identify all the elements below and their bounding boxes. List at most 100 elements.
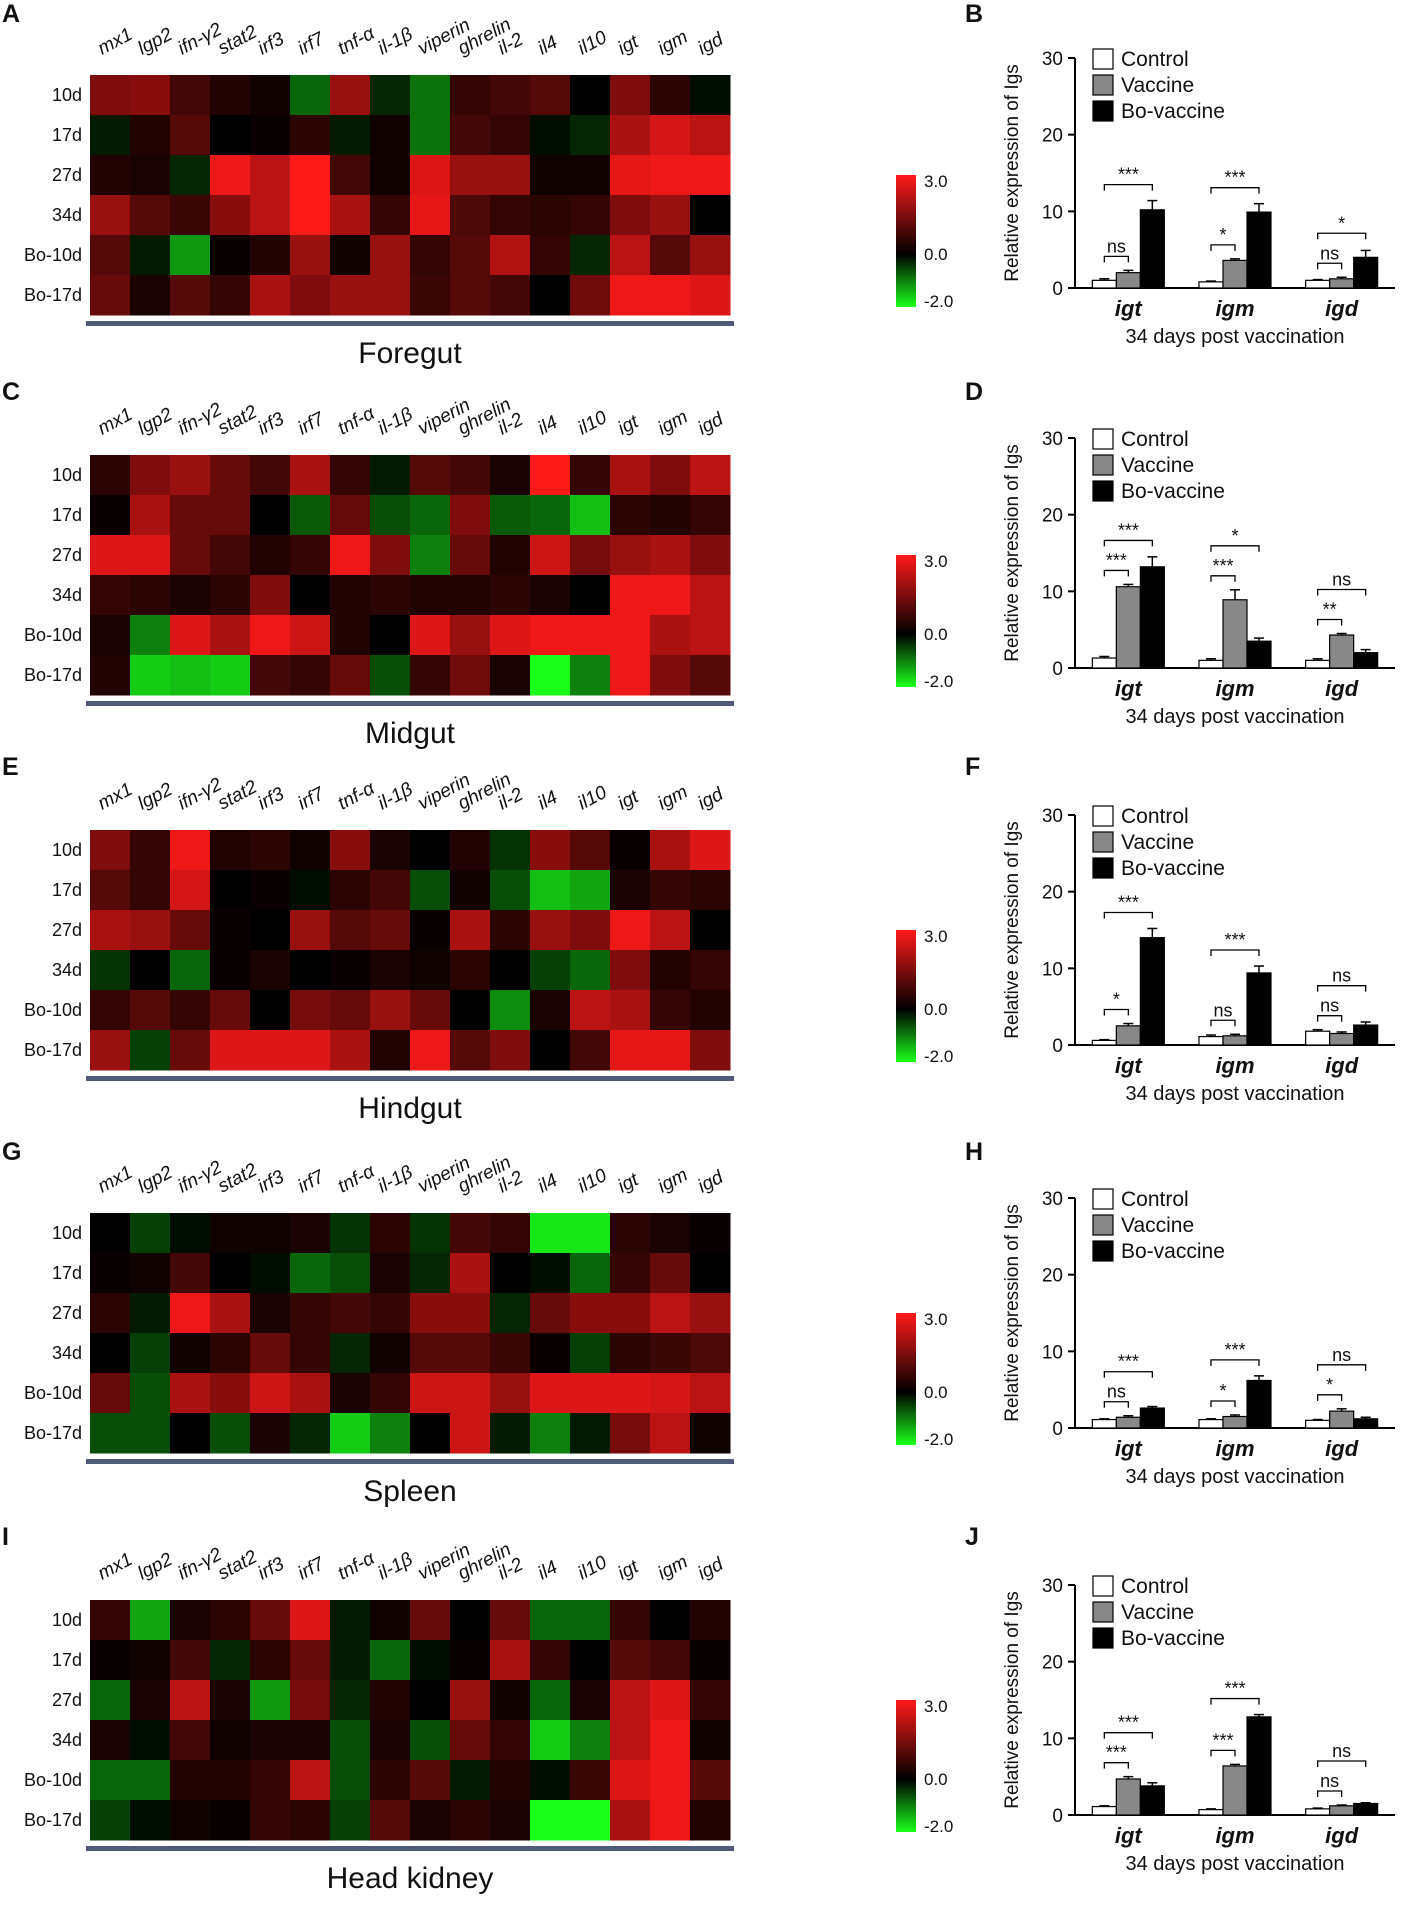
heatmap-cell xyxy=(170,115,211,156)
heatmap-cell xyxy=(650,275,691,316)
heatmap-cell xyxy=(410,115,451,156)
heatmap-cell xyxy=(650,235,691,276)
heatmap-cell xyxy=(130,1293,171,1334)
row-label: 17d xyxy=(52,505,82,525)
heatmap-cell xyxy=(290,1253,331,1294)
heatmap-cell xyxy=(410,615,451,656)
gene-label: tnf-α xyxy=(334,1160,379,1197)
heatmap-cell xyxy=(90,1413,131,1454)
heatmap-cell xyxy=(210,615,251,656)
legend-swatch xyxy=(1092,857,1114,879)
heatmap-cell xyxy=(290,1640,331,1681)
bar xyxy=(1353,1802,1379,1816)
heatmap-cell xyxy=(90,1720,131,1761)
heatmap-cell xyxy=(530,75,571,116)
row-label: 27d xyxy=(52,165,82,185)
gene-label: igm xyxy=(654,1551,691,1584)
heatmap-cell xyxy=(210,655,251,696)
significance-bracket xyxy=(1317,1015,1343,1022)
legend-swatch xyxy=(1092,480,1114,502)
heatmap-cell xyxy=(370,75,411,116)
row-label: 27d xyxy=(52,545,82,565)
row-label: 17d xyxy=(52,1263,82,1283)
heatmap-cell xyxy=(410,455,451,496)
significance-bracket xyxy=(1210,244,1236,251)
bar xyxy=(1246,640,1272,669)
gene-label: igd xyxy=(694,783,728,814)
significance-label: *** xyxy=(1224,1679,1245,1699)
heatmap-cell xyxy=(250,870,291,911)
y-tick-label: 10 xyxy=(1042,1729,1063,1750)
panel-letter: A xyxy=(2,0,20,28)
heatmap-cell xyxy=(170,1030,211,1071)
heatmap-cell xyxy=(170,1680,211,1721)
heatmap-cell xyxy=(490,235,531,276)
heatmap-cell xyxy=(90,575,131,616)
significance-bracket xyxy=(1103,1371,1153,1378)
significance-label: ns xyxy=(1320,1771,1339,1791)
heatmap-cell xyxy=(130,495,171,536)
heatmap-cell xyxy=(170,1800,211,1841)
heatmap-cell xyxy=(90,1293,131,1334)
heatmap-cell xyxy=(650,870,691,911)
bar xyxy=(1115,272,1141,289)
heatmap-cell xyxy=(370,1333,411,1374)
heatmap-cell xyxy=(250,910,291,951)
heatmap-cell xyxy=(250,1640,291,1681)
heatmap-cell xyxy=(530,235,571,276)
heatmap-cell xyxy=(610,155,651,196)
significance-label: * xyxy=(1219,1381,1226,1401)
heatmap-cell xyxy=(330,1640,371,1681)
colorbar-label: 3.0 xyxy=(924,927,948,946)
heatmap-cell xyxy=(170,455,211,496)
heatmap-cell xyxy=(290,235,331,276)
gene-label: il-1β xyxy=(374,1549,416,1585)
heatmap-cell xyxy=(130,1253,171,1294)
y-tick-label: 20 xyxy=(1042,126,1063,147)
heatmap-cell xyxy=(250,1413,291,1454)
heatmap-cell xyxy=(370,1760,411,1801)
heatmap-cell xyxy=(210,155,251,196)
heatmap-cell xyxy=(90,115,131,156)
heatmap-cell xyxy=(410,1600,451,1641)
gene-label: irf3 xyxy=(254,28,288,59)
heatmap-cell xyxy=(290,1373,331,1414)
heatmap-cell xyxy=(570,75,611,116)
colorbar xyxy=(896,930,916,1062)
heatmap-cell xyxy=(330,1413,371,1454)
heatmap-cell xyxy=(290,910,331,951)
heatmap-cell xyxy=(250,615,291,656)
significance-bracket xyxy=(1210,1400,1236,1407)
heatmap-cell xyxy=(570,235,611,276)
heatmap-cell xyxy=(610,870,651,911)
y-tick-label: 20 xyxy=(1042,1266,1063,1287)
heatmap-cell xyxy=(170,1213,211,1254)
heatmap-cell xyxy=(570,1213,611,1254)
heatmap-cell xyxy=(330,1293,371,1334)
heatmap-cell xyxy=(410,1333,451,1374)
significance-label: ns xyxy=(1107,236,1126,256)
category-label: igm xyxy=(1215,296,1254,321)
heatmap-cell xyxy=(330,195,371,236)
heatmap-cell xyxy=(290,75,331,116)
row-label: Bo-17d xyxy=(24,1423,82,1443)
legend-label: Vaccine xyxy=(1121,831,1194,854)
heatmap-cell xyxy=(290,1413,331,1454)
heatmap-cell xyxy=(330,655,371,696)
heatmap-cell xyxy=(530,1600,571,1641)
heatmap-cell xyxy=(410,275,451,316)
heatmap-cell xyxy=(130,1600,171,1641)
heatmap-cell xyxy=(690,155,731,196)
heatmap-cell xyxy=(210,1333,251,1374)
heatmap-cell xyxy=(570,870,611,911)
legend-label: Bo-vaccine xyxy=(1121,857,1225,880)
heatmap-cell xyxy=(690,1800,731,1841)
category-label: igm xyxy=(1215,1053,1254,1078)
heatmap-cell xyxy=(570,1333,611,1374)
panel-letter: H xyxy=(965,1138,983,1166)
gene-label: il-1β xyxy=(374,1162,416,1198)
heatmap-cell xyxy=(130,155,171,196)
gene-label: irf7 xyxy=(294,1553,328,1585)
heatmap-cell xyxy=(130,1680,171,1721)
